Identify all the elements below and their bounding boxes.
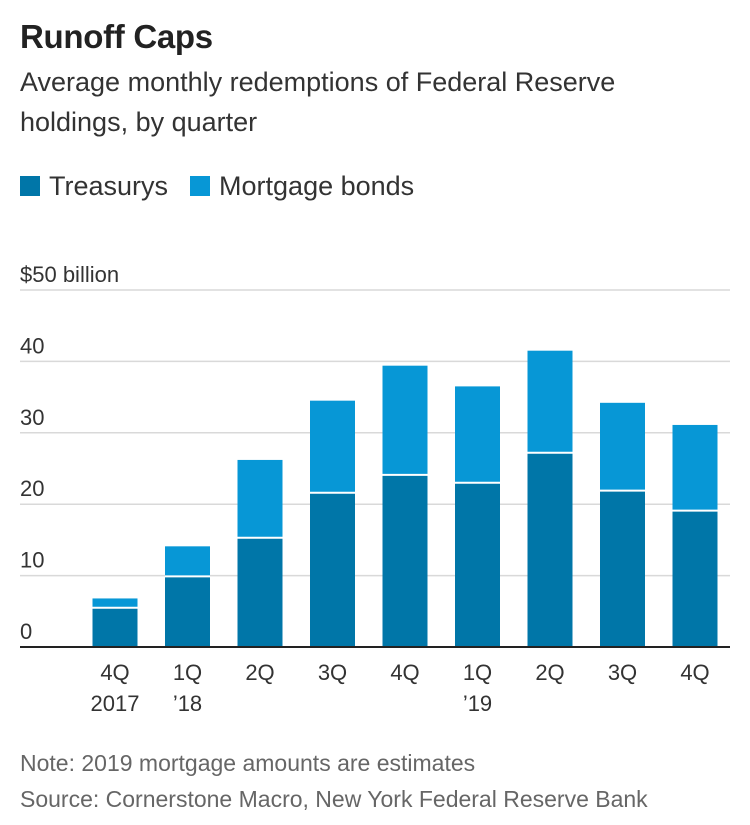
x-tick-year-label: ’19 bbox=[463, 691, 492, 716]
mortgage-bar bbox=[310, 400, 355, 493]
treasurys-bar bbox=[600, 490, 645, 647]
x-tick-year-label: ’18 bbox=[173, 691, 202, 716]
legend: Treasurys Mortgage bonds bbox=[20, 166, 436, 206]
legend-label-mortgage: Mortgage bonds bbox=[219, 170, 415, 201]
y-tick-label: 0 bbox=[20, 619, 32, 644]
y-tick-label: $50 billion bbox=[20, 262, 119, 287]
treasurys-bar bbox=[527, 452, 573, 647]
mortgage-bar bbox=[600, 402, 645, 491]
mortgage-bar bbox=[672, 424, 718, 511]
mortgage-bar bbox=[165, 546, 210, 577]
legend-item-treasurys: Treasurys bbox=[20, 171, 168, 202]
y-tick-label: 40 bbox=[20, 333, 44, 358]
legend-swatch-mortgage bbox=[190, 176, 211, 196]
bars bbox=[92, 350, 718, 647]
treasurys-bar bbox=[672, 510, 718, 647]
legend-item-mortgage: Mortgage bonds bbox=[190, 171, 414, 202]
x-tick-label: 3Q bbox=[608, 660, 637, 685]
mortgage-bar bbox=[527, 350, 573, 453]
x-tick-label: 2Q bbox=[535, 660, 564, 685]
y-tick-label: 20 bbox=[20, 476, 44, 501]
y-tick-label: 30 bbox=[20, 405, 44, 430]
chart-subtitle: Average monthly redemptions of Federal R… bbox=[20, 67, 616, 137]
chart-source: Source: Cornerstone Macro, New York Fede… bbox=[20, 786, 648, 812]
chart-note: Note: 2019 mortgage amounts are estimate… bbox=[20, 750, 476, 776]
axes: 4Q 2017 1Q ’18 2Q 3Q 4Q 1Q ’19 2Q 3Q 4Q bbox=[20, 646, 730, 716]
mortgage-bar bbox=[382, 365, 428, 475]
x-tick-label: 4Q bbox=[390, 660, 419, 685]
treasurys-bar bbox=[92, 607, 138, 647]
x-tick-label: 1Q bbox=[463, 660, 492, 685]
treasurys-bar bbox=[237, 537, 283, 647]
x-tick-year-label: 2017 bbox=[91, 691, 140, 716]
chart-title: Runoff Caps bbox=[20, 18, 213, 55]
mortgage-bar bbox=[92, 598, 138, 608]
treasurys-bar bbox=[382, 474, 428, 647]
x-tick-label: 4Q bbox=[680, 660, 709, 685]
x-tick-label: 4Q bbox=[100, 660, 129, 685]
legend-label-treasurys: Treasurys bbox=[49, 170, 169, 201]
y-tick-label: 10 bbox=[20, 548, 44, 573]
treasurys-bar bbox=[165, 576, 210, 647]
treasurys-bar bbox=[455, 482, 500, 647]
mortgage-bar bbox=[455, 386, 500, 483]
x-tick-label: 2Q bbox=[245, 660, 274, 685]
mortgage-bar bbox=[237, 459, 283, 538]
legend-swatch-treasurys bbox=[20, 176, 40, 196]
treasurys-bar bbox=[310, 492, 355, 647]
x-tick-label: 3Q bbox=[318, 660, 347, 685]
x-tick-label: 1Q bbox=[173, 660, 202, 685]
